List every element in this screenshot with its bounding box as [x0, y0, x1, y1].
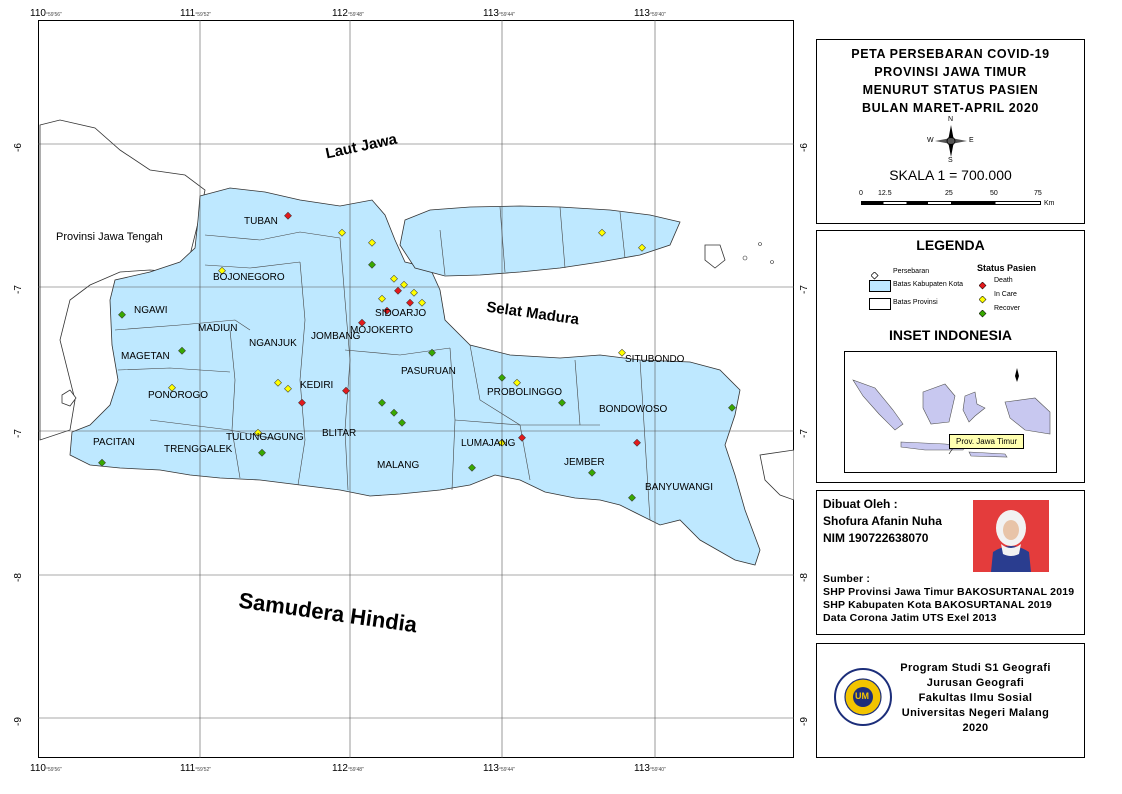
scale-text: SKALA 1 = 700.000 [889, 167, 1012, 183]
region-label: MALANG [377, 460, 420, 471]
top-tick-4: 113°59'44" [483, 8, 515, 19]
status-in-care: In Care [994, 291, 1017, 298]
region-label: MADIUN [198, 323, 238, 334]
inset-map: Prov. Jawa Timur [844, 351, 1057, 473]
map-title-line-1: PETA PERSEBARAN COVID-19 [851, 47, 1050, 61]
legend-item-kabupaten: Batas Kabupaten Kota [893, 281, 964, 288]
region-label: SIDOARJO [375, 308, 427, 319]
region-label: TUBAN [244, 216, 278, 227]
top-tick-1: 110°59'56" [30, 8, 62, 19]
scale-bar: 0 12.5 25 50 75 Km [859, 190, 1055, 207]
inset-label: Prov. Jawa Timur [949, 434, 1025, 449]
map-title-line-3: MENURUT STATUS PASIEN [862, 83, 1039, 97]
left-tick-4: -8 [12, 573, 24, 582]
region-label: PASURUAN [401, 366, 456, 377]
source-3: Data Corona Jatim UTS Exel 2013 [823, 612, 997, 624]
made-by-label: Dibuat Oleh : [823, 497, 898, 511]
region-label: MAGETAN [121, 351, 170, 362]
left-tick-1: -6 [12, 143, 24, 152]
top-tick-5: 113°59'40" [634, 8, 666, 19]
left-tick-2: -7 [12, 285, 24, 294]
legend-item-provinsi: Batas Provinsi [893, 299, 938, 306]
region-label: PONOROGO [148, 390, 209, 401]
status-death: Death [994, 277, 1013, 284]
province-label: Provinsi Jawa Tengah [56, 231, 163, 243]
inst-line-3: Fakultas Ilmu Sosial [918, 692, 1033, 704]
bottom-tick-5: 113°59'40" [634, 763, 666, 774]
region-label: KEDIRI [300, 380, 334, 391]
region-label: BONDOWOSO [599, 404, 668, 415]
region-label: SITUBONDO [625, 354, 685, 365]
bottom-tick-2: 111°59'52" [180, 763, 212, 774]
inset-heading: INSET INDONESIA [889, 327, 1012, 343]
case-points [98, 211, 736, 502]
region-label: JOMBANG [311, 331, 361, 342]
left-tick-3: -7 [12, 429, 24, 438]
region-label: BANYUWANGI [645, 482, 713, 493]
right-tick-5: -9 [798, 717, 810, 726]
institution-panel: UM Program Studi S1 Geografi Jurusan Geo… [816, 643, 1085, 758]
region-label: MOJOKERTO [350, 325, 413, 336]
region-label: TULUNGAGUNG [226, 432, 304, 443]
status-recover: Recover [994, 305, 1021, 312]
source-1: SHP Provinsi Jawa Timur BAKOSURTANAL 201… [823, 586, 1075, 598]
region-label: NGANJUK [249, 338, 297, 349]
region-label: NGAWI [134, 305, 168, 316]
author-panel: Dibuat Oleh : Shofura Afanin Nuha NIM 19… [816, 490, 1085, 635]
outline-swatch-icon [869, 298, 891, 310]
university-logo: UM [833, 667, 893, 727]
in-care-marker-icon [978, 291, 987, 309]
point-icon [870, 267, 879, 280]
author-nim: NIM 190722638070 [823, 531, 929, 545]
inst-line-4: Universitas Negeri Malang [901, 707, 1050, 719]
region-label: BOJONEGORO [213, 272, 285, 283]
region-label: TRENGGALEK [164, 444, 233, 455]
region-label: LUMAJANG [461, 438, 516, 449]
title-panel: PETA PERSEBARAN COVID-19 PROVINSI JAWA T… [816, 39, 1085, 224]
region-label: JEMBER [564, 457, 605, 468]
compass-rose-icon: N S E W [927, 116, 974, 164]
map-canvas [38, 20, 794, 758]
source-2: SHP Kabupaten Kota BAKOSURTANAL 2019 [823, 599, 1052, 611]
right-tick-3: -7 [798, 429, 810, 438]
top-tick-2: 111°59'52" [180, 8, 212, 19]
region-label: PROBOLINGGO [487, 387, 563, 398]
bottom-tick-4: 113°59'44" [483, 763, 515, 774]
author-photo [973, 500, 1049, 572]
right-tick-2: -7 [798, 285, 810, 294]
legend-heading: LEGENDA [916, 237, 985, 253]
legend-panel: LEGENDA Persebaran Batas Kabupaten Kota … [816, 230, 1085, 483]
right-tick-1: -6 [798, 143, 810, 152]
left-tick-5: -9 [12, 717, 24, 726]
region-label: BLITAR [322, 428, 357, 439]
status-title: Status Pasien [977, 263, 1037, 273]
region-label: PACITAN [93, 437, 135, 448]
fill-swatch-icon [869, 280, 891, 292]
bottom-tick-3: 112°59'48" [332, 763, 364, 774]
right-tick-4: -8 [798, 573, 810, 582]
inst-line-2: Jurusan Geografi [926, 677, 1025, 689]
madura-land [399, 205, 681, 277]
bottom-tick-1: 110°59'56" [30, 763, 62, 774]
author-name: Shofura Afanin Nuha [823, 514, 942, 528]
map-title-line-2: PROVINSI JAWA TIMUR [874, 65, 1027, 79]
map-title-line-4: BULAN MARET-APRIL 2020 [862, 101, 1039, 115]
recover-marker-icon [978, 305, 987, 323]
source-title: Sumber : [823, 573, 871, 585]
top-tick-3: 112°59'48" [332, 8, 364, 19]
legend-item-persebaran: Persebaran [893, 268, 930, 275]
death-marker-icon [978, 277, 987, 295]
inst-line-5: 2020 [962, 722, 989, 734]
inst-line-1: Program Studi S1 Geografi [900, 662, 1051, 674]
east-java-land [69, 187, 761, 566]
